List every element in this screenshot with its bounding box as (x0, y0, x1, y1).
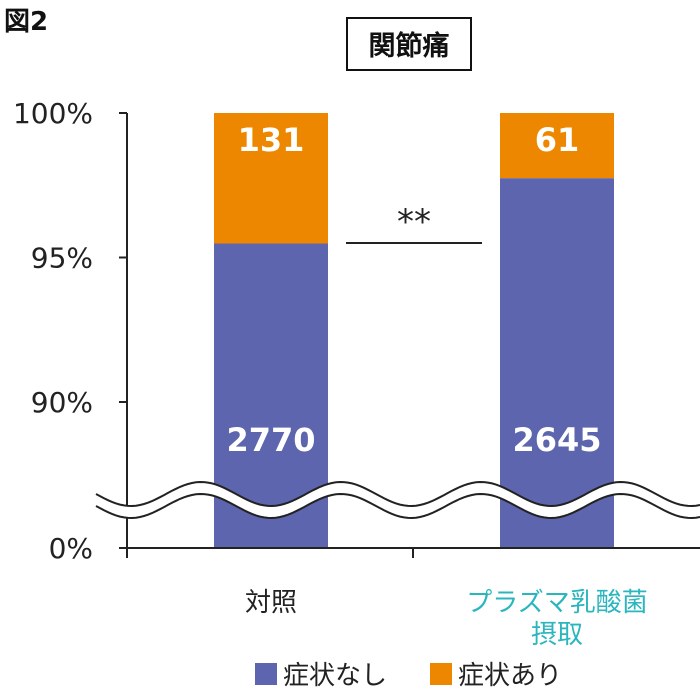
bar-value-label-no-symptom: 2770 (226, 421, 315, 459)
bar-group: 61 2645 (500, 113, 614, 548)
title-box (346, 17, 472, 71)
significance-text: ** (397, 202, 431, 242)
axis-break-line-top (95, 480, 700, 508)
y-tick-label: 100% (13, 97, 93, 130)
axis-break (95, 480, 700, 520)
chart-title-text: 関節痛 (369, 30, 450, 62)
significance-marker: ** (346, 202, 482, 244)
legend-item: 症状あり (430, 661, 562, 691)
bar-value-label-symptom: 131 (238, 121, 305, 159)
category-label: 対照 (245, 588, 297, 618)
y-tick-label: 90% (31, 386, 93, 419)
legend-label: 症状なし (283, 661, 387, 691)
category-label: プラズマ乳酸菌 (466, 588, 647, 618)
bar-segment-no-symptom (500, 178, 614, 548)
bar-segment-symptom (500, 113, 614, 179)
figure-label-text: 図2 (4, 7, 48, 37)
axis-break-line-bottom (95, 492, 700, 520)
x-axis (126, 547, 700, 558)
category-label: 摂取 (531, 620, 583, 650)
bar-segment-symptom (214, 113, 328, 244)
axis-break-fill (96, 482, 700, 518)
bar-value-label-no-symptom: 2645 (512, 421, 601, 459)
legend-label: 症状あり (458, 661, 562, 691)
bar-group: 131 2770 (214, 113, 328, 548)
y-tick-label: 95% (31, 242, 93, 275)
legend-item: 症状なし (255, 661, 387, 691)
legend-swatch (430, 663, 452, 685)
bar-value-label-symptom: 61 (535, 121, 580, 159)
legend: 症状なし 症状あり (255, 661, 562, 691)
y-tick-label: 0% (49, 532, 93, 565)
axes: 100% 95% 90% 0% (13, 97, 128, 565)
bars: 131 2770 61 2645 (214, 113, 614, 548)
chart-title: 関節痛 (346, 17, 472, 71)
legend-swatch (255, 663, 277, 685)
